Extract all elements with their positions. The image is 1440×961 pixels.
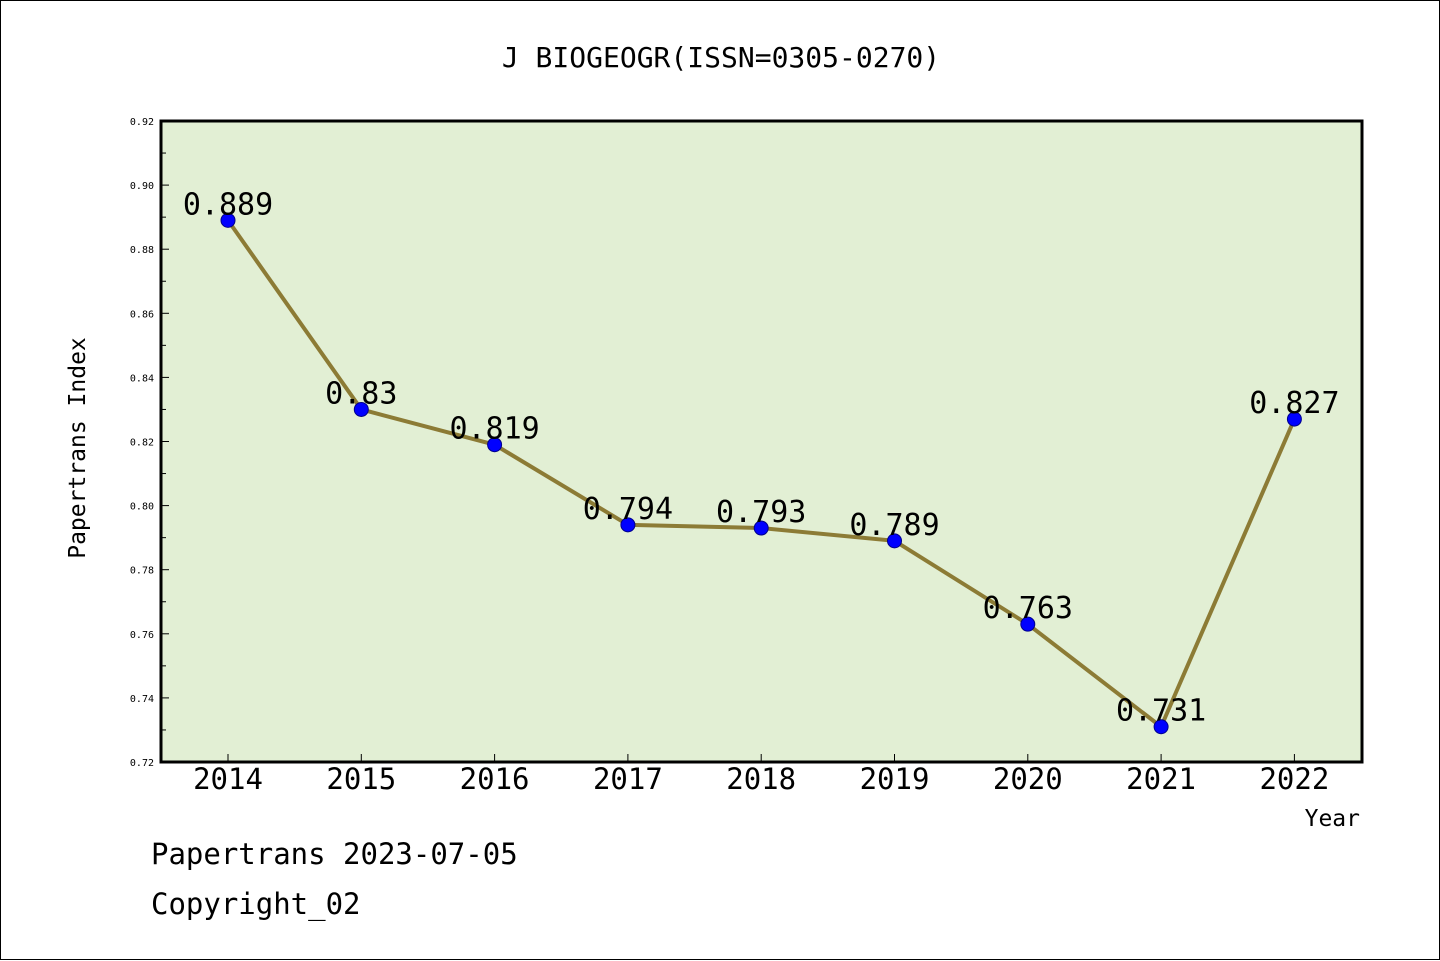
plot-area <box>159 119 1364 764</box>
data-label: 0.83 <box>325 376 397 411</box>
y-tick-label: 0.92 <box>130 117 154 128</box>
data-label: 0.793 <box>716 495 806 530</box>
x-axis: 2014 2015 2016 2017 2018 2019 2020 2021 2022 <box>193 754 1329 796</box>
x-tick-label: 2022 <box>1259 762 1329 796</box>
y-tick-label: 0.80 <box>130 502 154 513</box>
data-point <box>1153 719 1169 735</box>
footer-copyright: Copyright_02 <box>151 887 361 921</box>
data-point <box>753 520 769 536</box>
data-point <box>353 401 369 417</box>
y-tick-label: 0.84 <box>130 373 154 384</box>
x-tick-label: 2016 <box>460 762 530 796</box>
data-label: 0.827 <box>1249 386 1339 421</box>
y-tick-label: 0.82 <box>130 438 154 449</box>
x-tick-label: 2014 <box>193 762 263 796</box>
data-label: 0.789 <box>849 508 939 543</box>
data-label: 0.763 <box>983 591 1073 626</box>
data-label: 0.794 <box>583 492 673 527</box>
data-label: 0.819 <box>449 412 539 447</box>
x-axis-title: Year <box>1305 806 1360 832</box>
x-tick-label: 2015 <box>326 762 396 796</box>
x-tick-label: 2020 <box>993 762 1063 796</box>
y-tick-label: 0.72 <box>130 758 154 769</box>
y-tick-label: 0.88 <box>130 245 154 256</box>
x-tick-label: 2019 <box>860 762 930 796</box>
series-group: 0.889 0.83 0.819 0.794 0.793 0.789 0.763 0.731 0… <box>183 187 1340 735</box>
x-tick-label: 2018 <box>726 762 796 796</box>
y-tick-label: 0.78 <box>130 566 154 577</box>
data-point <box>620 517 636 533</box>
y-tick-label: 0.74 <box>130 694 154 705</box>
data-point <box>487 437 503 453</box>
y-tick-label: 0.90 <box>130 181 154 192</box>
data-point <box>1286 411 1302 427</box>
x-tick-label: 2021 <box>1126 762 1196 796</box>
footer-date-line: Papertrans 2023-07-05 <box>151 837 518 871</box>
y-tick-label: 0.76 <box>130 630 154 641</box>
data-point <box>220 212 236 228</box>
data-point <box>1020 616 1036 632</box>
y-axis: 0.72 0.74 0.76 0.78 0.80 0.82 0.84 0.86 0.88 0.90… <box>130 117 169 769</box>
x-tick-label: 2017 <box>593 762 663 796</box>
data-label: 0.731 <box>1116 694 1206 729</box>
data-point <box>887 533 902 549</box>
y-tick-label: 0.86 <box>130 309 154 320</box>
y-axis-title: Papertrans Index <box>65 337 91 559</box>
chart-title: J BIOGEOGR(ISSN=0305-0270) <box>502 41 940 74</box>
data-label: 0.889 <box>183 187 273 222</box>
